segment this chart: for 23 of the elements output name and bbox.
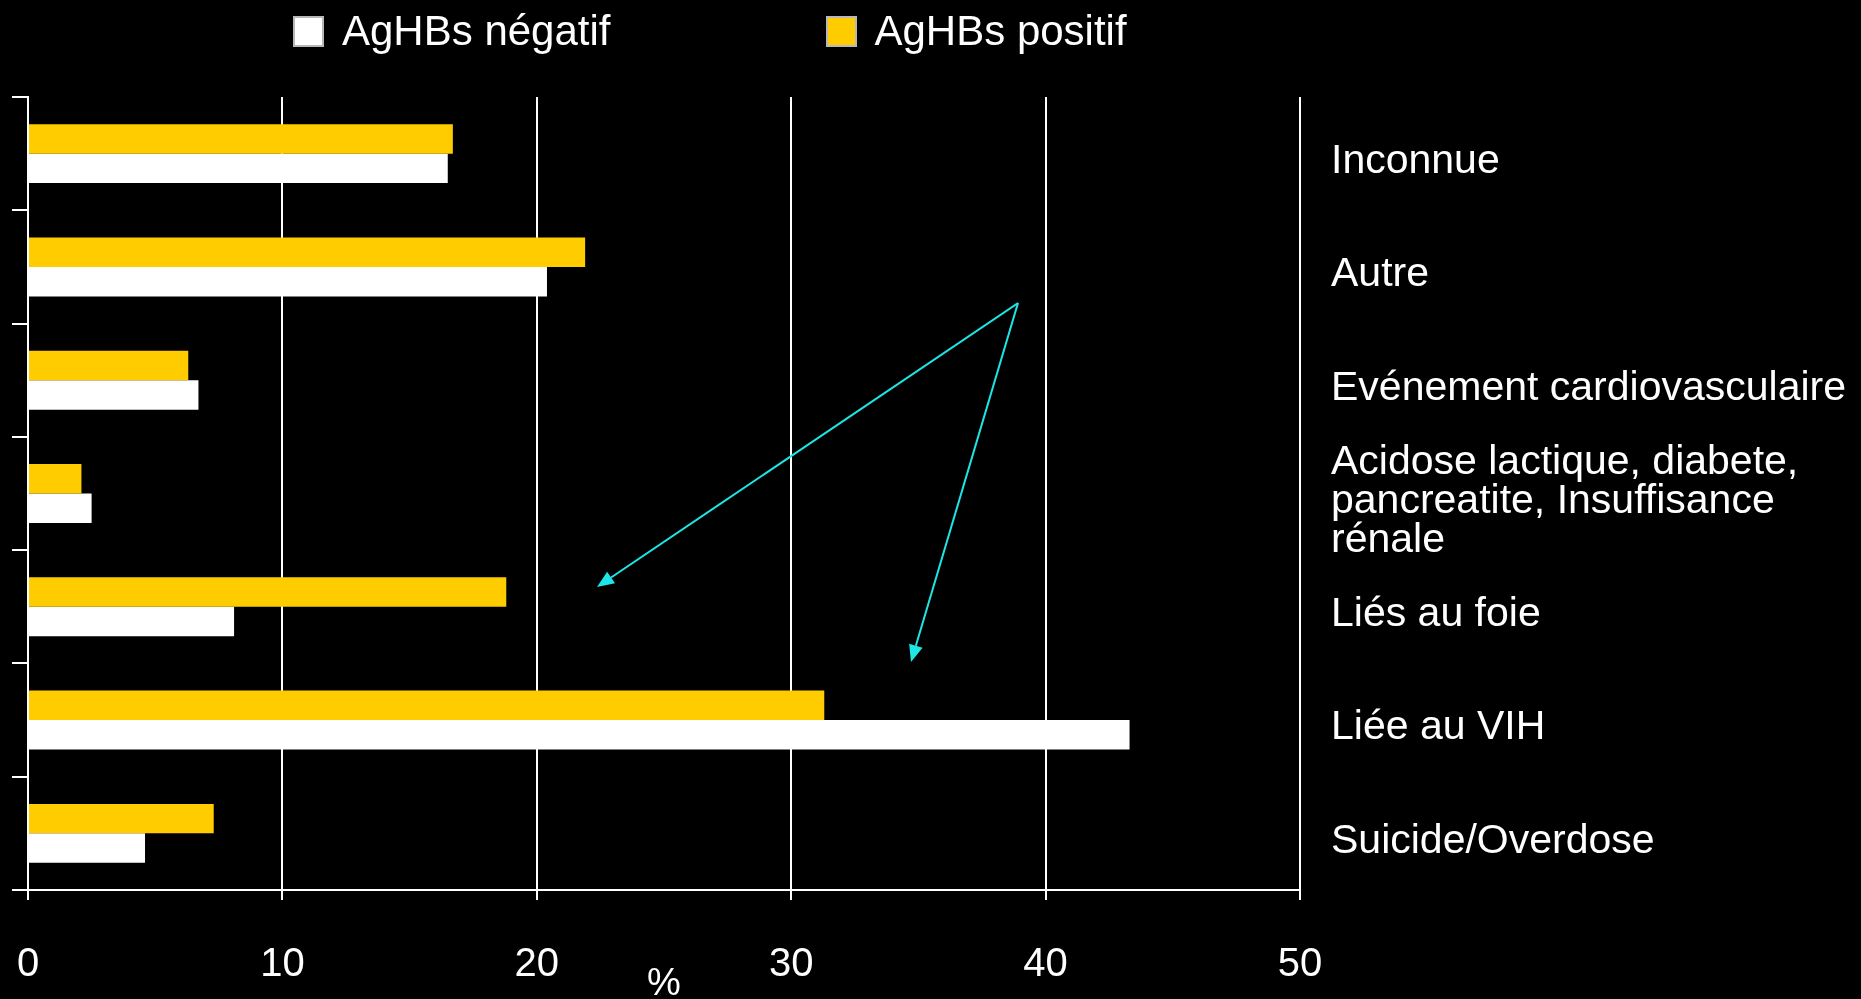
y-tick-label: Autre [1331,249,1429,296]
y-tick-label: Evénement cardiovasculaire [1331,362,1847,409]
y-tick-label: Inconnue [1331,135,1500,182]
x-tick-label: 30 [768,940,814,985]
y-tick-label: Liée au VIH [1331,702,1546,749]
bar [29,237,586,267]
bar [29,124,453,154]
bar [29,350,189,381]
x-tick-label: 20 [514,940,560,985]
y-tick-label: Liés au foie [1331,589,1541,636]
legend-label: AgHBs négatif [342,7,611,55]
legend-label: AgHBs positif [874,7,1127,55]
x-tick-label: 40 [1023,940,1068,985]
y-tick-label: Acidose lactique, diabete, pancreatite, Insuffisance rénale [1331,436,1799,561]
bar [29,690,825,721]
x-tick-label: 50 [1277,940,1323,985]
x-tick-label: 0 [16,940,40,985]
y-tick-label: Suicide/Overdose [1331,815,1655,862]
bar [29,803,214,834]
bar [29,577,507,607]
bar [29,464,82,494]
x-axis-title: % [647,961,681,999]
x-tick-label: 10 [260,940,305,985]
